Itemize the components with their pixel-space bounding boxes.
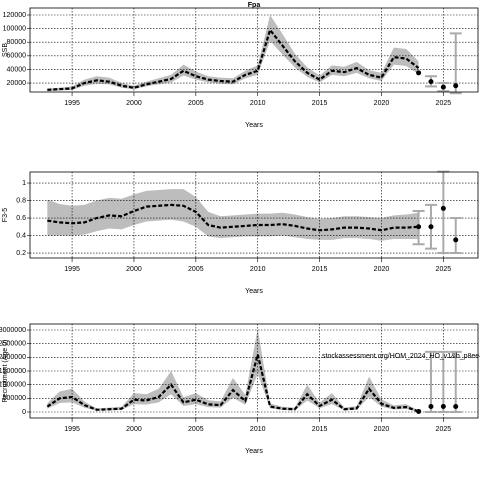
plot-frame <box>29 171 479 259</box>
x-tick-label: 2025 <box>436 100 452 107</box>
forecast-point <box>453 404 459 410</box>
x-axis-label: Years <box>245 448 263 455</box>
y-tick-label: 0.2 <box>16 250 26 257</box>
y-tick-label: 1500000 <box>0 368 26 375</box>
x-tick-label: 2025 <box>436 426 452 433</box>
y-tick-label: 2500000 <box>0 341 26 348</box>
confidence-band <box>47 328 419 412</box>
y-axis-label: F3-5 <box>2 208 9 223</box>
y-tick-label: 0.8 <box>16 197 26 204</box>
x-tick-label: 2000 <box>126 266 142 273</box>
x-tick-label: 1995 <box>64 426 80 433</box>
x-axis-label: Years <box>245 122 263 129</box>
x-tick-label: 2015 <box>312 266 328 273</box>
estimate-line <box>46 354 419 413</box>
x-tick-label: 2000 <box>126 100 142 107</box>
y-tick-label: 60000 <box>7 53 27 60</box>
x-tick-label: 2015 <box>312 426 328 433</box>
y-axis-label: Recruitment (Age 0) <box>2 340 9 403</box>
y-tick-label: 3000000 <box>0 327 26 334</box>
x-tick-label: 2020 <box>374 426 390 433</box>
annotation: stockassessment.org/HOM_2024_HO_v1&b_p8e… <box>322 353 480 360</box>
x-tick-label: 2020 <box>374 100 390 107</box>
x-tick-label: 2020 <box>374 266 390 273</box>
forecast-point <box>428 79 434 85</box>
x-tick-label: 2005 <box>188 266 204 273</box>
chart-title: Fpa <box>248 2 261 9</box>
forecast-point <box>440 205 446 211</box>
forecast-point <box>428 224 434 230</box>
y-tick-label: 1000000 <box>0 382 26 389</box>
forecast-point <box>416 70 422 76</box>
x-tick-label: 2010 <box>250 266 266 273</box>
y-tick-label: 0.4 <box>16 232 26 239</box>
y-tick-label: 100000 <box>3 25 26 32</box>
forecast-point <box>453 83 459 89</box>
x-tick-label: 2005 <box>188 426 204 433</box>
forecast-point <box>440 404 446 410</box>
y-tick-label: 500000 <box>3 395 26 402</box>
forecast-point <box>440 84 446 90</box>
forecast-point <box>416 224 422 230</box>
estimate-line <box>47 27 420 91</box>
x-tick-label: 1995 <box>64 100 80 107</box>
plot-frame <box>29 323 479 419</box>
confidence-band <box>47 189 419 241</box>
x-tick-label: 2005 <box>188 100 204 107</box>
forecast-point <box>428 404 434 410</box>
estimate-line <box>47 203 419 232</box>
y-tick-label: 0 <box>22 409 26 416</box>
y-tick-label: 1 <box>22 180 26 187</box>
x-tick-label: 2010 <box>250 100 266 107</box>
y-tick-label: 0.6 <box>16 215 26 222</box>
y-tick-label: 120000 <box>3 12 26 19</box>
y-tick-label: 80000 <box>7 39 27 46</box>
y-axis-label: SSB <box>2 43 9 57</box>
x-axis-label: Years <box>245 288 263 295</box>
x-tick-label: 2000 <box>126 426 142 433</box>
x-tick-label: 1995 <box>64 266 80 273</box>
forecast-point <box>453 237 459 243</box>
x-tick-label: 2025 <box>436 266 452 273</box>
forecast-point <box>416 408 422 414</box>
y-tick-label: 20000 <box>7 80 27 87</box>
x-tick-label: 2010 <box>250 426 266 433</box>
x-tick-label: 2015 <box>312 100 328 107</box>
y-tick-label: 2000000 <box>0 354 26 361</box>
y-tick-label: 40000 <box>7 66 27 73</box>
plot-frame <box>29 7 479 93</box>
confidence-band <box>47 15 419 92</box>
